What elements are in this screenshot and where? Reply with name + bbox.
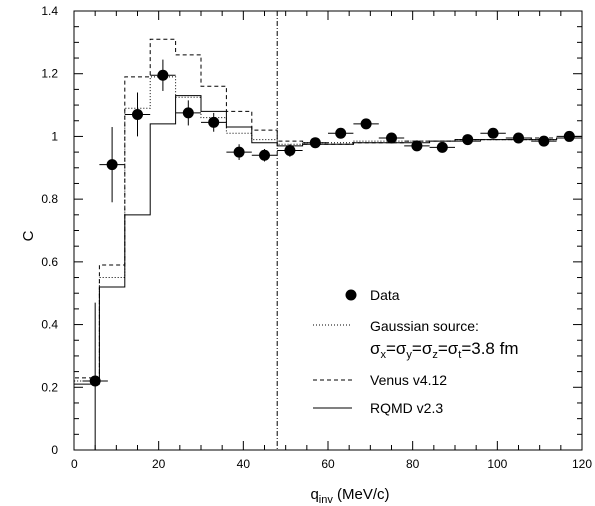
data-point: [531, 135, 557, 147]
data-marker: [513, 132, 524, 144]
data-marker: [284, 145, 296, 157]
data-point: [277, 144, 303, 157]
x-tick-label: 40: [237, 457, 251, 471]
y-tick-label: 0.8: [41, 192, 58, 206]
legend: Data Gaussian source: σx=σy=σz=σt=3.8 fm…: [313, 287, 519, 416]
y-tick-label: 1.2: [41, 67, 58, 81]
x-tick-label: 20: [152, 457, 166, 471]
data-point: [150, 59, 176, 91]
data-marker: [462, 134, 474, 146]
series-rqmd-v2-3: [73, 95, 582, 447]
data-point: [124, 92, 151, 137]
data-marker: [335, 127, 347, 139]
data-point: [302, 137, 328, 149]
legend-data-marker: [345, 289, 357, 301]
x-axis-label-main: q: [310, 486, 318, 503]
data-point: [429, 141, 455, 153]
data-marker: [563, 130, 575, 142]
data-marker: [89, 375, 101, 387]
legend-gaussian-label-line1: Gaussian source:: [370, 318, 479, 334]
x-tick-label: 120: [572, 457, 592, 471]
y-tick-label: 1.4: [41, 4, 58, 18]
data-marker: [538, 135, 550, 147]
y-tick-label: 0.4: [41, 318, 58, 332]
plot-frame: [73, 10, 583, 451]
data-point: [251, 148, 278, 162]
series-venus-v4-12: [73, 38, 582, 447]
data-point: [175, 100, 201, 126]
data-marker: [309, 137, 321, 149]
x-tick-label: 60: [321, 457, 335, 471]
x-axis-label-unit: (MeV/c): [333, 486, 390, 503]
data-point: [378, 132, 405, 144]
data-point: [505, 132, 532, 144]
data-marker: [386, 132, 397, 144]
data-marker: [132, 108, 143, 120]
data-marker: [487, 127, 499, 139]
data-point: [404, 140, 430, 152]
legend-venus-label: Venus v4.12: [370, 372, 447, 388]
legend-gaussian-label-line2: σx=σy=σz=σt=3.8 fm: [370, 339, 519, 361]
x-axis-label-sub: inv: [319, 494, 334, 506]
data-marker: [106, 159, 118, 171]
data-point: [455, 134, 481, 146]
legend-data-label: Data: [370, 287, 400, 303]
data-marker: [233, 146, 245, 158]
data-marker: [157, 69, 169, 81]
data-point: [99, 127, 125, 203]
x-tick-label: 80: [406, 457, 420, 471]
legend-rqmd-label: RQMD v2.3: [370, 400, 443, 416]
data-point: [226, 144, 252, 160]
data-marker: [436, 141, 448, 153]
data-point: [201, 112, 227, 132]
data-points-layer: [82, 59, 582, 450]
data-marker: [182, 107, 194, 119]
data-point: [82, 302, 108, 450]
y-axis-label: C: [20, 230, 37, 241]
data-marker: [360, 118, 372, 130]
data-marker: [411, 140, 423, 152]
data-point: [480, 127, 506, 139]
series-layer: [73, 38, 582, 447]
x-tick-label: 100: [487, 457, 507, 471]
y-tick-label: 0.2: [41, 380, 58, 394]
data-marker: [259, 149, 270, 161]
data-point: [353, 118, 379, 130]
x-tick-label: 0: [71, 457, 78, 471]
y-tick-label: 0: [51, 443, 58, 457]
x-axis-label: qinv (MeV/c): [310, 486, 389, 506]
ticks-layer: 0 20 40 60 80 100 120 0 0.2 0.4 0.6 0.8 1 1.2 1.4: [41, 4, 592, 471]
data-marker: [208, 116, 220, 128]
data-point: [328, 127, 354, 139]
y-tick-label: 1: [51, 129, 58, 143]
y-tick-label: 0.6: [41, 255, 58, 269]
